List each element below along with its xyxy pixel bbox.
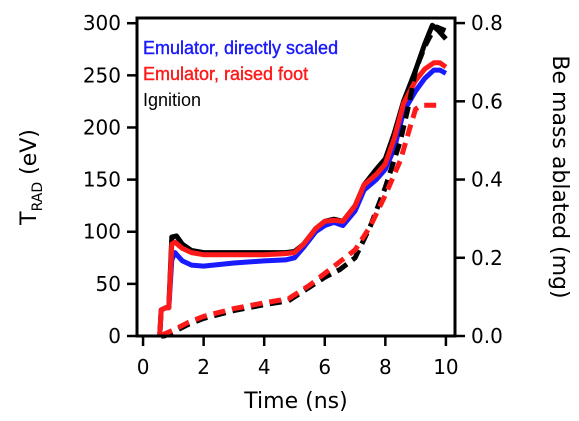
y-left-tick-label: 50 bbox=[96, 272, 121, 296]
series-line-mass-emulator-raised-foot bbox=[159, 102, 440, 339]
y-right-tick-label: 0.0 bbox=[471, 324, 503, 348]
x-axis-title: Time (ns) bbox=[243, 389, 347, 414]
x-tick-label: 10 bbox=[433, 355, 458, 379]
legend-entry: Ignition bbox=[143, 90, 201, 110]
legend: Emulator, directly scaled Emulator, raise… bbox=[143, 38, 338, 110]
y-left-tick-label: 150 bbox=[83, 168, 121, 192]
x-tick-label: 4 bbox=[258, 355, 271, 379]
series-line-trad-emulator-raised-foot bbox=[157, 60, 448, 337]
y-axis-left-title-main: T bbox=[17, 211, 42, 226]
y-axis-left-title-unit: (eV) bbox=[17, 129, 42, 182]
x-tick-label: 8 bbox=[379, 355, 392, 379]
y-axis-right-title: Be mass ablated (mg) bbox=[547, 55, 572, 298]
y-axis-left-title: TRAD (eV) bbox=[17, 129, 46, 226]
y-left-tick-label: 250 bbox=[83, 63, 121, 87]
y-left-tick-label: 0 bbox=[108, 324, 121, 348]
x-tick-label: 6 bbox=[318, 355, 331, 379]
series-layer bbox=[157, 22, 448, 339]
y-right-tick-label: 0.8 bbox=[471, 11, 503, 35]
y-right-tick-label: 0.4 bbox=[471, 168, 503, 192]
x-tick-label: 2 bbox=[197, 355, 210, 379]
y-left-tick-label: 200 bbox=[83, 115, 121, 139]
x-tick-label: 0 bbox=[137, 355, 150, 379]
y-right-tick-label: 0.2 bbox=[471, 246, 503, 270]
y-right-tick-label: 0.6 bbox=[471, 89, 503, 113]
y-left-tick-label: 300 bbox=[83, 11, 121, 35]
series-line-mass-ignition bbox=[161, 24, 447, 339]
plot-frame bbox=[135, 16, 457, 338]
y-axis-left-title-subscript: RAD bbox=[30, 182, 46, 212]
legend-entry: Emulator, raised foot bbox=[143, 64, 308, 84]
legend-entry: Emulator, directly scaled bbox=[143, 38, 338, 58]
y-left-tick-label: 100 bbox=[83, 220, 121, 244]
